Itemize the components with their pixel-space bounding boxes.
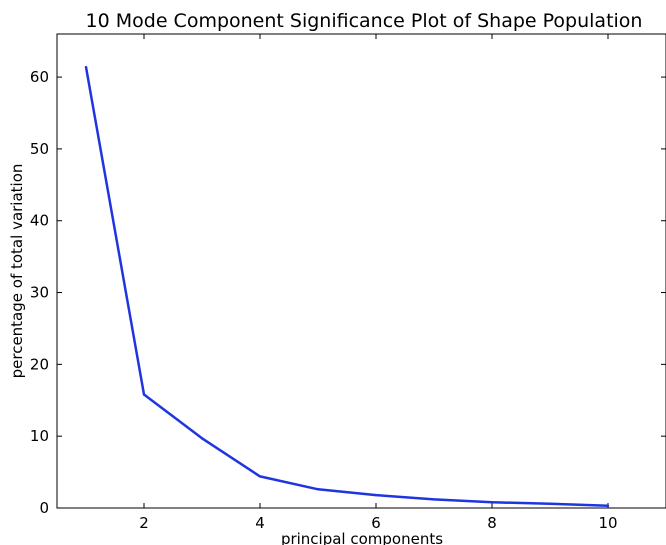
x-tick-label: 2 bbox=[139, 514, 149, 532]
x-tick-label: 6 bbox=[371, 514, 381, 532]
y-axis: 0 10 20 30 40 50 60 bbox=[30, 68, 666, 517]
data-point bbox=[490, 501, 494, 504]
data-point bbox=[548, 502, 552, 505]
data-point bbox=[84, 65, 88, 69]
series-layer bbox=[84, 65, 610, 508]
x-tick-label: 10 bbox=[598, 514, 617, 532]
y-tick-label: 40 bbox=[30, 212, 49, 230]
x-tick-label: 4 bbox=[255, 514, 265, 532]
plot-area bbox=[56, 33, 666, 509]
data-point bbox=[316, 488, 320, 491]
x-tick-label: 8 bbox=[487, 514, 497, 532]
y-tick-label: 0 bbox=[39, 499, 49, 517]
y-axis-label: percentage of total variation bbox=[8, 164, 26, 379]
data-point bbox=[432, 498, 436, 501]
data-point bbox=[606, 504, 610, 508]
data-point bbox=[374, 493, 378, 497]
x-axis-label: principal components bbox=[281, 530, 443, 545]
data-point bbox=[258, 475, 262, 478]
y-tick-label: 60 bbox=[30, 68, 49, 86]
plot-frame bbox=[56, 33, 666, 509]
data-point bbox=[200, 437, 204, 440]
series-line bbox=[84, 66, 609, 508]
y-tick-label: 10 bbox=[30, 427, 49, 445]
y-tick-label: 30 bbox=[30, 284, 49, 302]
chart-title: 10 Mode Component Significance Plot of S… bbox=[86, 10, 643, 32]
y-tick-label: 20 bbox=[30, 355, 49, 373]
data-point bbox=[142, 393, 146, 396]
x-axis: 2 4 6 8 10 bbox=[139, 34, 618, 532]
y-tick-label: 50 bbox=[30, 140, 49, 158]
